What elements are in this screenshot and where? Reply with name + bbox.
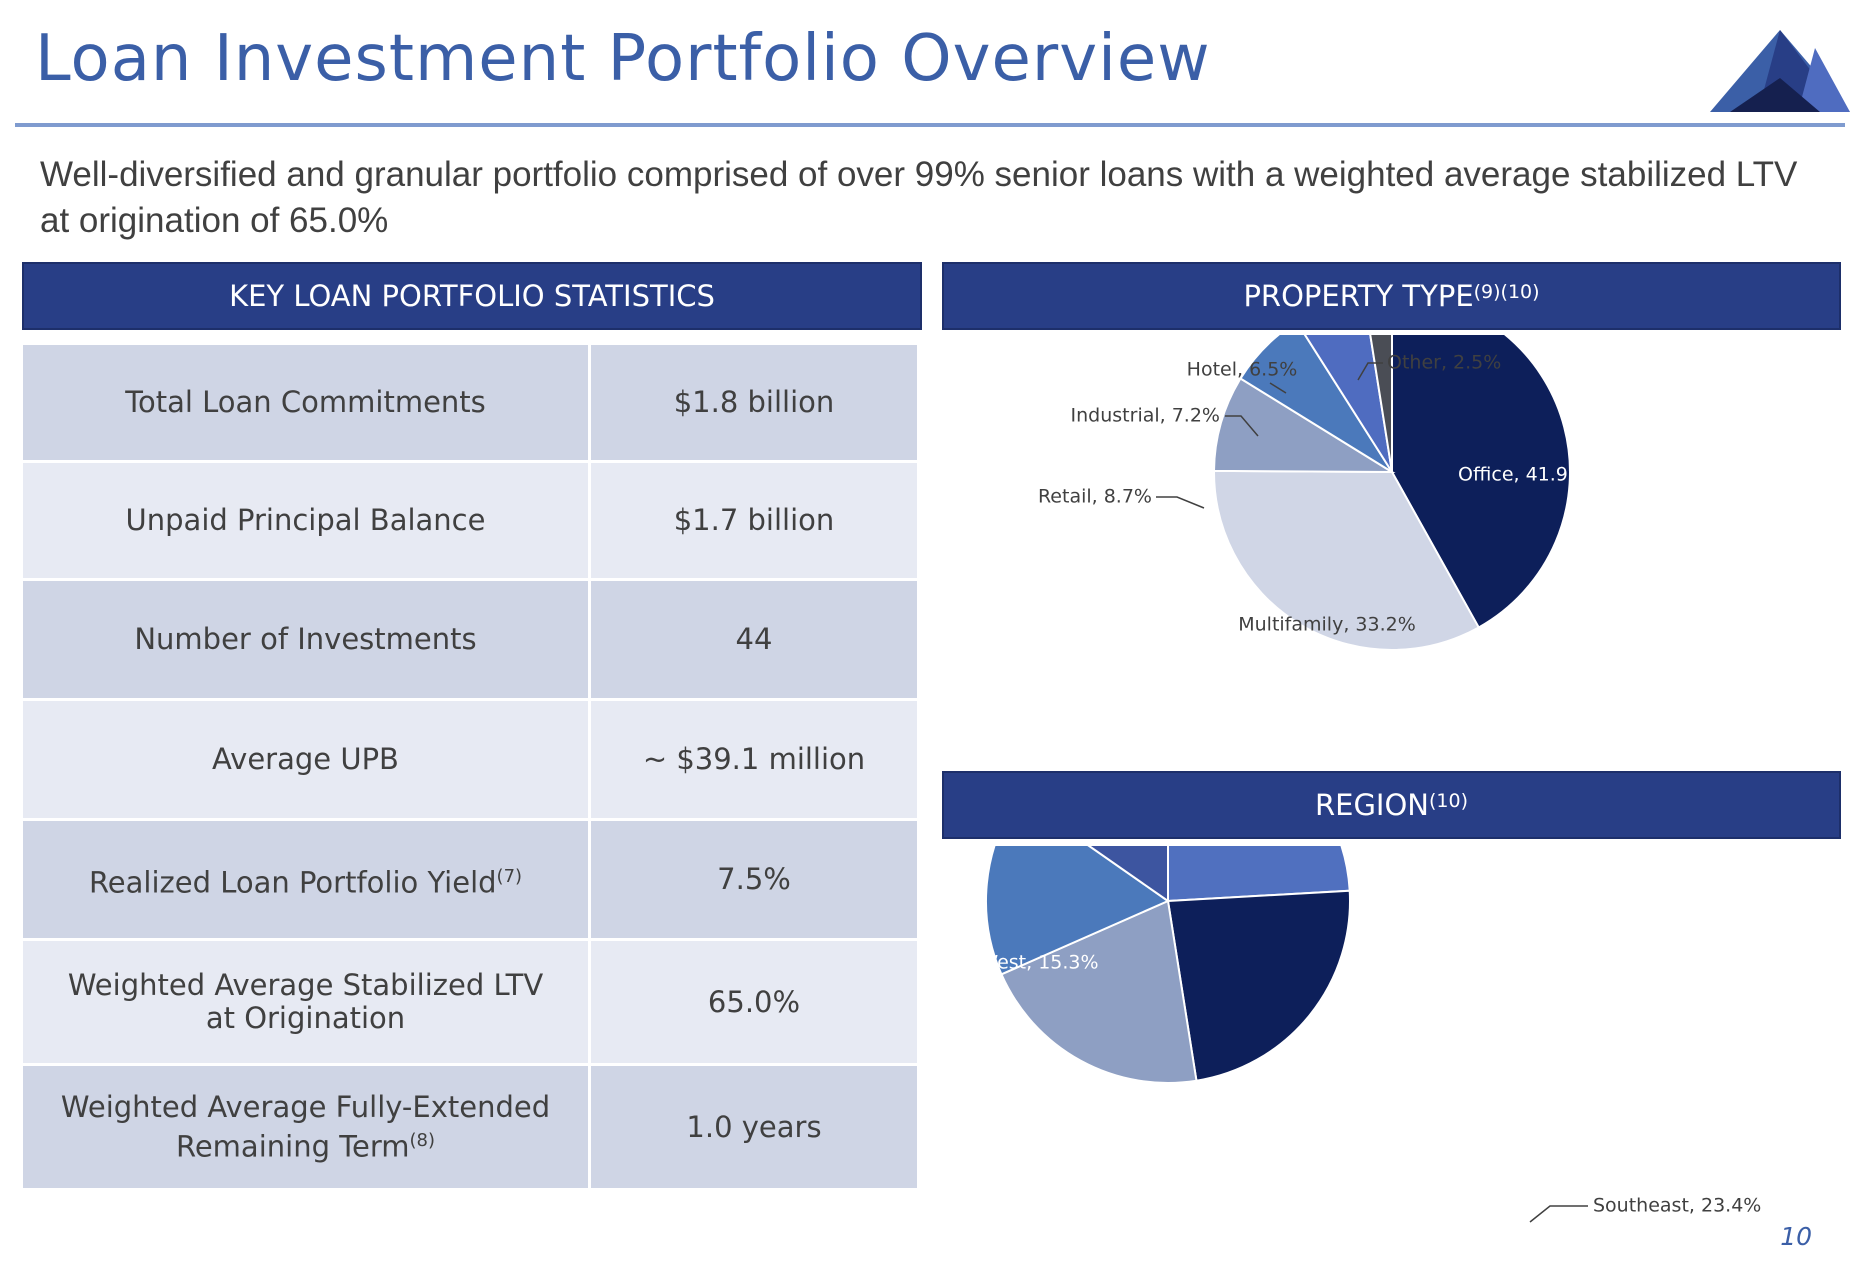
stats-row: Average UPB ~ $39.1 million <box>20 698 920 821</box>
pie-slice-northeast <box>1167 846 1351 903</box>
pie-leader-line <box>1156 496 1205 509</box>
stats-label-cell: Realized Loan Portfolio Yield(7) <box>20 818 591 941</box>
stats-label-cell: Number of Investments <box>20 578 591 701</box>
stats-table: Total Loan Commitments $1.8 billion Unpaid… <box>20 342 920 1191</box>
stats-value-cell: ~ $39.1 million <box>588 698 920 821</box>
property-type-footnote: (9)(10) <box>1473 281 1540 303</box>
property-type-header-label: PROPERTY TYPE <box>1243 279 1474 313</box>
stats-value-cell: $1.7 billion <box>588 460 920 581</box>
stats-label-cell: Unpaid Principal Balance <box>20 460 591 581</box>
pie-label: Multifamily, 33.2% <box>1238 614 1416 636</box>
property-type-header: PROPERTY TYPE (9)(10) <box>942 262 1841 330</box>
pie-leader-line <box>1529 1205 1588 1223</box>
stats-label-cell: Total Loan Commitments <box>20 342 591 463</box>
stats-label: Realized Loan Portfolio Yield <box>88 865 497 900</box>
stats-row: Realized Loan Portfolio Yield(7) 7.5% <box>20 818 920 941</box>
pie-slice-retail <box>1212 377 1396 474</box>
region-pie-chart: Northeast, 24.1%Southeast, 23.4%Southwes… <box>951 846 1761 1223</box>
stats-value-cell: 44 <box>588 578 920 701</box>
stats-value-cell: 1.0 years <box>588 1063 920 1191</box>
stats-label: Weighted Average Fully-Extended Remainin… <box>60 1089 551 1164</box>
pie-slice-west <box>1087 846 1169 903</box>
stats-value: ~ $39.1 million <box>642 742 866 776</box>
pie-label: Retail, 8.7% <box>1038 486 1152 508</box>
stats-label: Weighted Average Stabilized LTV at Origi… <box>67 968 544 1035</box>
stats-value-cell: 7.5% <box>588 818 920 941</box>
pie-label: Southwest, 20.9% <box>951 1165 1123 1187</box>
region-header-label: REGION <box>1314 788 1429 822</box>
pie-slice-southeast <box>1166 889 1351 1082</box>
pie-label: West, 15.3% <box>979 952 1098 974</box>
stats-label-cell: Average UPB <box>20 698 591 821</box>
region-footnote: (10) <box>1429 790 1469 812</box>
stats-label-footnote: (8) <box>409 1129 436 1151</box>
page-number: 10 <box>1780 1222 1812 1251</box>
stats-value-cell: 65.0% <box>588 938 920 1066</box>
pie-slice-hotel <box>1303 335 1393 473</box>
stats-value-cell: $1.8 billion <box>588 342 920 463</box>
stats-row: Unpaid Principal Balance $1.7 billion <box>20 460 920 581</box>
page-subtitle: Well-diversified and granular portfolio … <box>40 155 1798 240</box>
stats-value: 44 <box>735 622 773 656</box>
stats-row: Number of Investments 44 <box>20 578 920 701</box>
pie-slice-office <box>1391 335 1571 629</box>
stats-row: Total Loan Commitments $1.8 billion <box>20 342 920 463</box>
pie-label: Industrial, 7.2% <box>1071 405 1220 427</box>
pie-leader-line <box>1225 415 1259 437</box>
pie-slice-other <box>1369 335 1393 473</box>
stats-label-cell: Weighted Average Stabilized LTV at Origi… <box>20 938 591 1066</box>
pie-leader-line <box>1269 382 1287 394</box>
page-title: Loan Investment Portfolio Overview <box>35 22 1211 96</box>
pie-slice-industrial <box>1239 335 1393 473</box>
stats-row: Weighted Average Stabilized LTV at Origi… <box>20 938 920 1066</box>
region-header: REGION (10) <box>942 771 1841 839</box>
pie-label: Other, 2.5% <box>1387 352 1501 374</box>
stats-value: 65.0% <box>707 984 801 1019</box>
pie-label: Office, 41.9% <box>1458 464 1586 486</box>
stats-header-label: KEY LOAN PORTFOLIO STATISTICS <box>229 279 715 313</box>
stats-label: Average UPB <box>212 742 399 776</box>
pie-leader-line <box>1357 362 1383 381</box>
stats-label: Total Loan Commitments <box>125 385 486 419</box>
pie-slice-midwest <box>985 846 1171 976</box>
stats-value: 7.5% <box>717 862 791 896</box>
stats-header: KEY LOAN PORTFOLIO STATISTICS <box>22 262 922 330</box>
mountain-logo-icon <box>1710 30 1850 112</box>
stats-value: $1.8 billion <box>673 385 835 419</box>
stats-value: $1.7 billion <box>673 503 835 537</box>
pie-label: Hotel, 6.5% <box>1187 359 1298 381</box>
stats-row: Weighted Average Fully-Extended Remainin… <box>20 1063 920 1191</box>
stats-value: 1.0 years <box>686 1109 822 1144</box>
pie-slice-multifamily <box>1212 469 1481 651</box>
stats-label: Number of Investments <box>134 622 477 656</box>
pie-label: Midwest, 16.3% <box>959 1069 1110 1091</box>
pie-label: Southeast, 23.4% <box>1593 1195 1761 1217</box>
stats-label-cell: Weighted Average Fully-Extended Remainin… <box>20 1063 591 1191</box>
property-type-pie-chart: Office, 41.9% Multifamily, 33.2% Retail, 8… <box>1038 335 1586 651</box>
title-divider <box>15 123 1845 127</box>
stats-label-footnote: (7) <box>496 865 523 887</box>
stats-label: Unpaid Principal Balance <box>125 503 486 537</box>
pie-slice-southwest <box>1000 899 1198 1084</box>
